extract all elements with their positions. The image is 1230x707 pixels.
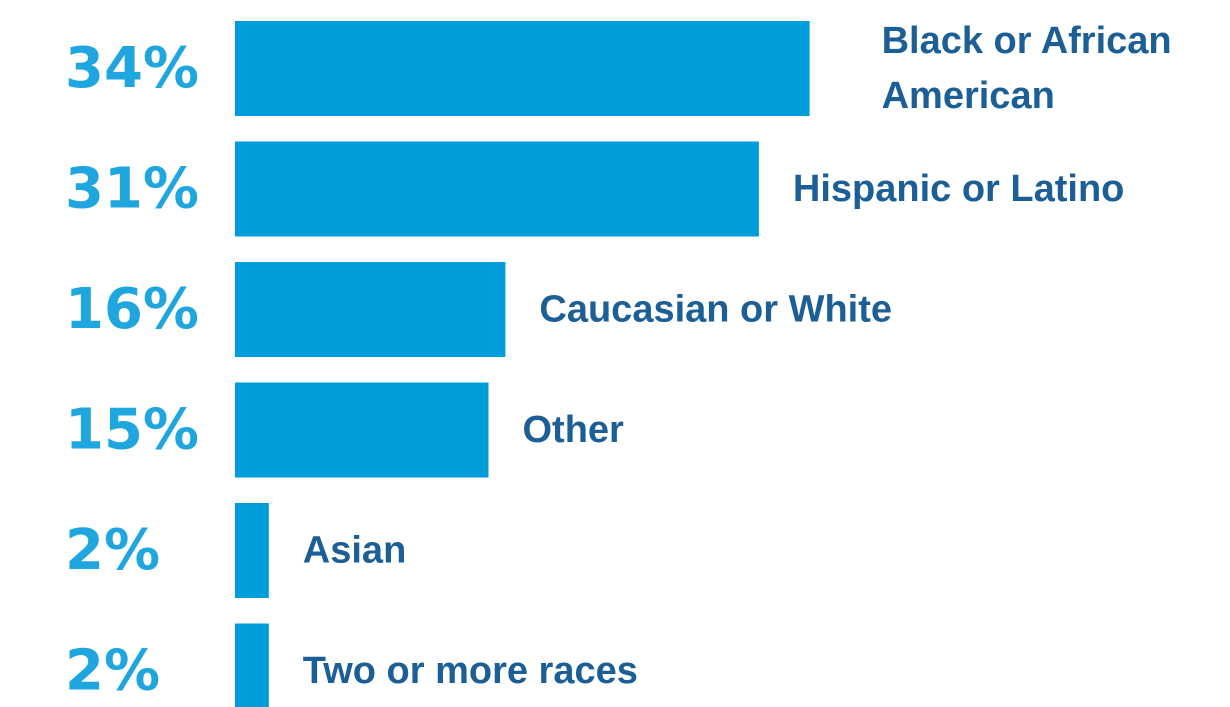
value-label: 34% (65, 36, 199, 101)
value-label: 31% (65, 157, 199, 222)
category-label: Caucasian or White (539, 289, 892, 331)
category-label-line: Hispanic or Latino (793, 168, 1124, 210)
category-label: Hispanic or Latino (793, 168, 1124, 210)
category-label-line: Caucasian or White (539, 289, 892, 331)
value-label: 2% (65, 518, 160, 583)
bar (235, 21, 810, 116)
category-label: Black or African American (882, 20, 1172, 117)
category-label-line: American (882, 75, 1055, 117)
bar (235, 262, 505, 357)
category-label-line: Asian (303, 530, 406, 572)
value-label: 15% (65, 398, 199, 463)
bar (235, 142, 759, 237)
bar (235, 503, 269, 598)
value-label: 16% (65, 277, 199, 342)
category-label-line: Two or more races (303, 650, 638, 692)
category-label: Other (523, 409, 625, 451)
bar (235, 383, 489, 478)
category-label-line: Other (523, 409, 625, 451)
bar (235, 624, 269, 707)
category-label: Asian (303, 530, 406, 572)
category-label-line: Black or African (882, 20, 1172, 62)
category-label: Two or more races (303, 650, 638, 692)
value-label: 2% (65, 639, 160, 704)
